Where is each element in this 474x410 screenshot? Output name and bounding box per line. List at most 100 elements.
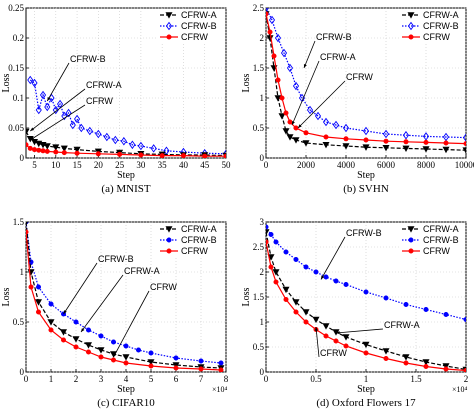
- y-tick-label: 1.5: [253, 63, 265, 73]
- data-point: [36, 147, 42, 153]
- annotation: CFRW-A: [384, 320, 420, 330]
- data-point: [442, 363, 450, 370]
- data-point: [173, 365, 179, 371]
- data-point: [463, 141, 466, 147]
- data-point: [53, 149, 59, 155]
- y-tick-label: 1: [260, 317, 265, 327]
- x-tick-label: 0: [24, 374, 29, 384]
- annotation: CFRW-B: [98, 254, 134, 264]
- legend-label: CFRW: [423, 246, 450, 256]
- x-tick-label: 40: [179, 160, 189, 170]
- annotation-arrow: [63, 262, 98, 315]
- y-tick-label: 3: [260, 217, 265, 227]
- data-point: [383, 295, 389, 301]
- y-tick-label: 0: [260, 153, 265, 163]
- y-tick-label: 1: [20, 267, 25, 277]
- data-point: [136, 347, 142, 353]
- x-tick-label: 5: [32, 160, 37, 170]
- data-point: [363, 137, 369, 143]
- data-point: [303, 319, 309, 325]
- data-point: [402, 145, 410, 153]
- data-point: [302, 309, 310, 316]
- x-tick-label: 6: [174, 374, 179, 384]
- legend-label: CFRW: [181, 32, 208, 42]
- annotation-arrow: [113, 290, 150, 358]
- data-point: [283, 296, 289, 302]
- data-point: [84, 342, 93, 349]
- data-point: [78, 123, 85, 133]
- data-point: [332, 120, 340, 130]
- annotation: CFRW: [86, 96, 113, 106]
- data-point: [28, 284, 34, 290]
- legend-marker: [407, 226, 415, 233]
- y-tick-label: 0.05: [8, 123, 24, 133]
- data-point: [65, 108, 72, 118]
- data-point: [198, 366, 204, 372]
- data-point: [122, 354, 130, 361]
- data-point: [363, 350, 369, 356]
- x-tick-label: 4000: [337, 160, 356, 170]
- x-axis-label: Step: [357, 384, 375, 395]
- x-tick-label: 30: [136, 160, 146, 170]
- y-tick-label: 0.5: [253, 342, 265, 352]
- data-point: [39, 90, 47, 100]
- legend-label: CFRW-B: [423, 21, 459, 31]
- data-point: [266, 229, 270, 236]
- data-point: [147, 359, 155, 366]
- data-point: [303, 130, 309, 136]
- data-point: [342, 143, 350, 150]
- data-point: [148, 363, 154, 369]
- y-tick-label: 0.1: [13, 93, 24, 103]
- x-axis-label: Step: [357, 170, 375, 181]
- data-point: [26, 222, 28, 226]
- data-point: [266, 224, 269, 230]
- y-tick-label: 2: [260, 33, 265, 43]
- chart-panel: 5 10 15 20 25 30 35 40 45 50 0 0.05 0.1 0.15 0.2 0.25 St…: [1, 3, 231, 195]
- data-point: [382, 145, 390, 152]
- data-point: [275, 77, 281, 83]
- annotation-arrow: [315, 326, 320, 358]
- data-point: [159, 153, 165, 158]
- data-point: [86, 126, 93, 136]
- data-point: [98, 333, 104, 339]
- annotation: CFRW: [346, 72, 373, 82]
- data-point: [343, 136, 349, 142]
- data-point: [443, 140, 449, 146]
- y-tick-label: 2.5: [253, 242, 265, 252]
- annotation-arrow: [320, 236, 346, 280]
- y-tick-label: 1.5: [253, 292, 265, 302]
- series-line: [266, 241, 466, 372]
- data-point: [422, 146, 430, 153]
- data-point: [86, 349, 92, 355]
- data-point: [343, 281, 349, 287]
- annotation-arrow: [30, 88, 86, 132]
- data-point: [323, 274, 329, 280]
- legend-label: CFRW-A: [181, 224, 217, 234]
- annotation: CFRW-A: [86, 80, 122, 90]
- data-point: [52, 105, 59, 115]
- x-tick-label: 0: [264, 374, 269, 384]
- data-point: [73, 319, 79, 325]
- data-point: [292, 81, 300, 91]
- annotation-arrowhead: [336, 331, 340, 335]
- y-tick-label: 0.2: [13, 33, 24, 43]
- data-point: [279, 95, 285, 101]
- data-point: [293, 125, 299, 131]
- data-point: [287, 119, 293, 125]
- annotation-arrowhead: [113, 353, 117, 357]
- data-point: [382, 348, 390, 355]
- panel-caption: (c) CIFAR10: [97, 397, 155, 409]
- annotation-arrowhead: [303, 64, 307, 68]
- legend-label: CFRW: [423, 32, 450, 42]
- x-tick-label: 0.5: [310, 374, 322, 384]
- data-point: [56, 99, 64, 109]
- data-point: [73, 146, 81, 154]
- y-tick-label: 2.5: [253, 3, 265, 13]
- data-point: [27, 75, 34, 85]
- data-point: [292, 137, 300, 144]
- data-point: [137, 141, 144, 151]
- data-point: [306, 105, 314, 115]
